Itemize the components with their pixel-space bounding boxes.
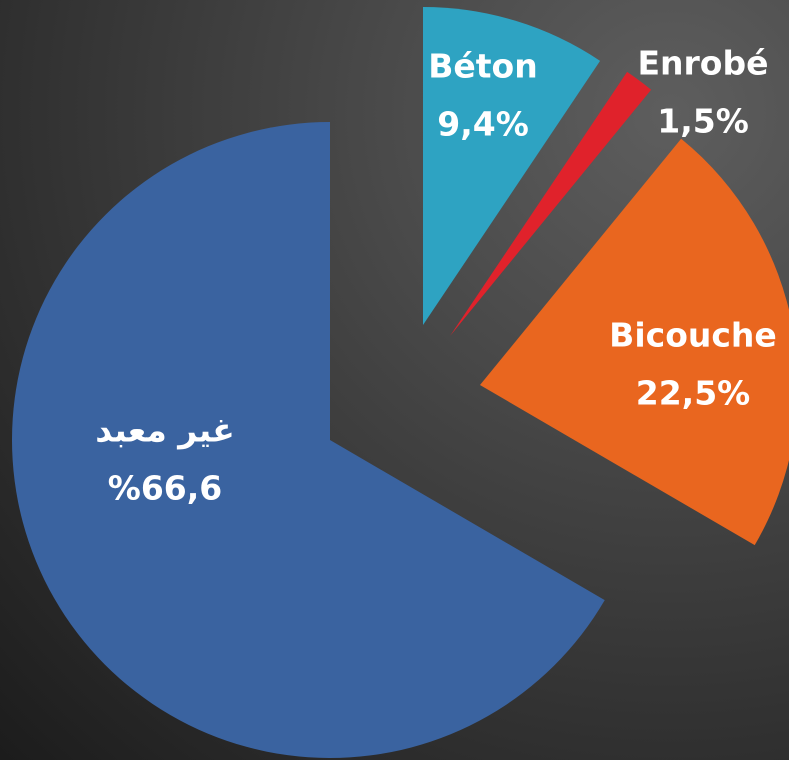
slice-value-label: 1,5% bbox=[657, 102, 749, 141]
slice-category-label: Bicouche bbox=[609, 316, 777, 355]
slice-category-label: Béton bbox=[428, 47, 537, 86]
pie-slice bbox=[423, 7, 601, 325]
slice-category-label: غير معبد bbox=[95, 411, 235, 451]
pie-slice bbox=[480, 138, 789, 546]
pie-slice bbox=[450, 71, 652, 336]
pie-slice bbox=[11, 122, 605, 759]
slice-value-label: %66,6 bbox=[108, 469, 223, 508]
slice-value-label: 22,5% bbox=[636, 374, 751, 413]
slice-category-label: Enrobé bbox=[638, 44, 769, 83]
slice-value-label: 9,4% bbox=[437, 105, 529, 144]
